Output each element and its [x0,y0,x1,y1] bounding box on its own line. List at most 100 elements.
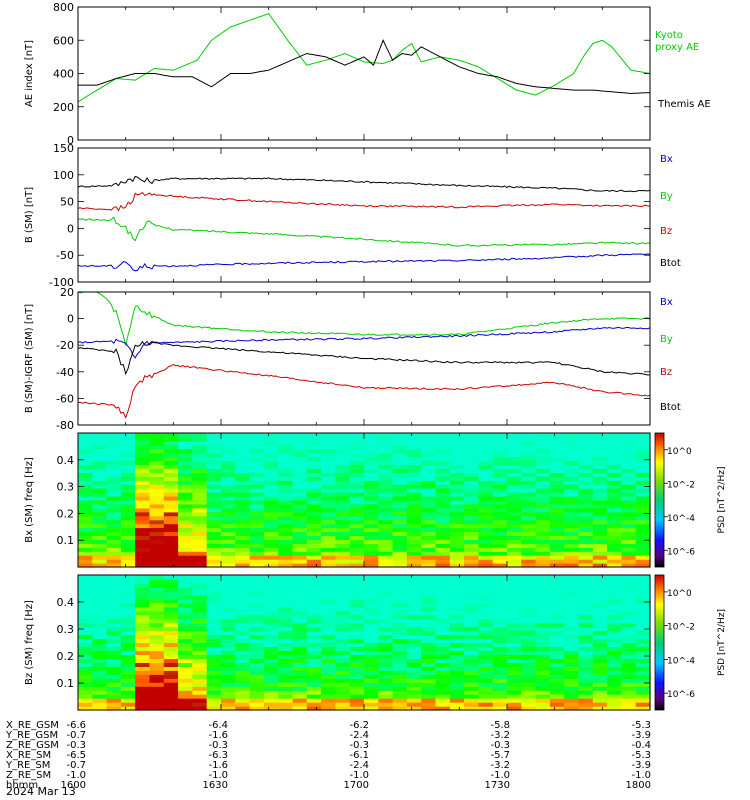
colorbar-tick-label: 10^0 [667,447,692,457]
colorbar-tick-label: 10^-2 [667,623,695,633]
y-tick-label: 0.1 [57,534,75,547]
y-tick-label: -60 [56,392,74,405]
y-tick-label: 50 [60,196,74,209]
y-tick-label: 20 [60,286,74,299]
colorbar-tick-label: 10^-6 [667,547,695,557]
panel-3: Bx By Bz Btot -80 -60 -40 -20 0 20 B (SM)-IGRF (SM… [24,286,681,432]
y-tick-label: 0.2 [57,650,75,663]
ephemeris-value: -3.2 [490,760,510,771]
y-tick-label: 0.1 [57,677,75,690]
colorbar [654,432,665,568]
legend-btot: Btot [660,402,681,413]
series-line-by [77,291,651,346]
ephemeris-table: X_RE_GSM -6.6 -6.4 -6.2 -5.8 -5.3 Y_RE_GSM -0.7… [5,720,651,791]
colorbar-tick-label: 10^-4 [667,656,695,666]
ephemeris-value: -0.3 [208,740,228,751]
y-tick-label: 150 [53,142,74,155]
ephemeris-value: -5.7 [490,750,510,761]
y-tick-label: -50 [56,249,74,262]
colorbar-tick-label: 10^-2 [667,480,695,490]
ephemeris-value: -6.5 [66,750,86,761]
y-tick-label: 0.3 [57,623,75,636]
ephemeris-value: -1.0 [490,770,510,781]
ephemeris-value: -2.4 [349,760,369,771]
ephemeris-label: Z_RE_GSM [6,740,59,751]
ephemeris-value: -0.3 [349,740,369,751]
ephemeris-value: -3.9 [631,760,651,771]
panel-2: Bx By Bz Btot -100 -50 0 50 100 150 B (SM) [nT] [24,142,681,289]
spectrogram [78,433,651,568]
ephemeris-value: -5.3 [631,720,651,731]
colorbar [654,574,665,711]
ephemeris-value: -1.0 [208,770,228,781]
y-tick-label: 100 [53,169,74,182]
series-line-bx [77,253,651,272]
y-axis-label: AE index [nT] [24,40,35,107]
ephemeris-value: -0.7 [66,760,86,771]
ephemeris-value: -5.8 [490,720,510,731]
y-tick-label: 200 [53,101,74,114]
y-axis-label: Bz (SM) freq [Hz] [24,600,35,685]
ephemeris-label: X_RE_GSM [6,720,59,731]
y-tick-label: 400 [53,68,74,81]
y-tick-label: 0.4 [57,596,75,609]
y-axis-label: B (SM) [nT] [24,187,35,243]
panel-1: Kyoto proxy AE Themis AE 0 200 400 600 800 AE in… [24,1,711,147]
colorbar-tick-label: 10^0 [667,589,692,599]
y-tick-label: 0.3 [57,481,75,494]
legend-by: By [660,191,673,202]
legend-btot: Btot [660,258,681,269]
date-label: 2024 Mar 13 [6,785,76,798]
y-tick-label: 0.2 [57,507,75,520]
y-tick-label: -100 [49,276,74,289]
series-line-bz [77,363,651,420]
y-tick-label: 0 [67,222,74,235]
plot-frame [77,6,651,141]
ephemeris-value: -0.3 [66,740,86,751]
ephemeris-label: hhmm [6,780,38,791]
ephemeris-value: -1.6 [208,730,228,741]
y-tick-label: 600 [53,34,74,47]
colorbar-label: PSD [nT^2/Hz] [717,467,727,534]
ephemeris-value: -1.0 [66,770,86,781]
legend-bx: Bx [660,297,673,308]
legend-bz: Bz [660,367,672,378]
series-line-kyoto-proxy-ae [77,13,651,103]
ephemeris-value: -0.3 [490,740,510,751]
ephemeris-value: -1.6 [208,760,228,771]
legend-by: By [660,334,673,345]
y-tick-label: 0 [67,313,74,326]
y-axis-label: B (SM)-IGRF (SM) [nT] [24,304,35,413]
spectrogram [78,575,651,711]
ephemeris-value: -1.0 [631,770,651,781]
ephemeris-value: -6.3 [208,750,228,761]
ephemeris-value: -1.0 [349,770,369,781]
y-tick-label: -20 [56,339,74,352]
series-line-bz [77,191,651,212]
ephemeris-value: 1600 [61,780,86,791]
ephemeris-label: Y_RE_GSM [5,730,58,741]
y-tick-label: 800 [53,1,74,14]
ephemeris-value: -3.9 [631,730,651,741]
ephemeris-label: Y_RE_SM [5,760,50,771]
ephemeris-value: 1700 [344,780,369,791]
series-line-btot [77,175,651,193]
series-line-bx [77,326,651,359]
y-tick-label: 0.4 [57,454,75,467]
ephemeris-value: 1800 [626,780,651,791]
ephemeris-value: -6.4 [208,720,228,731]
y-tick-label: -40 [56,366,74,379]
series-line-themis-ae [78,39,651,95]
legend-bz: Bz [660,226,672,237]
ephemeris-value: -6.1 [349,750,369,761]
panel-5: 10^0 10^-2 10^-4 10^-6 PSD [nT^2/Hz] 0.1 0.2 0.… [24,574,727,711]
ephemeris-label: Z_RE_SM [6,770,51,781]
colorbar-tick-label: 10^-6 [667,690,695,700]
ephemeris-value: -0.4 [631,740,651,751]
ephemeris-value: -0.7 [66,730,86,741]
ephemeris-value: 1630 [203,780,228,791]
y-tick-label: -80 [56,419,74,432]
series-line-by [77,216,651,247]
legend-themis-ae: Themis AE [657,99,711,110]
